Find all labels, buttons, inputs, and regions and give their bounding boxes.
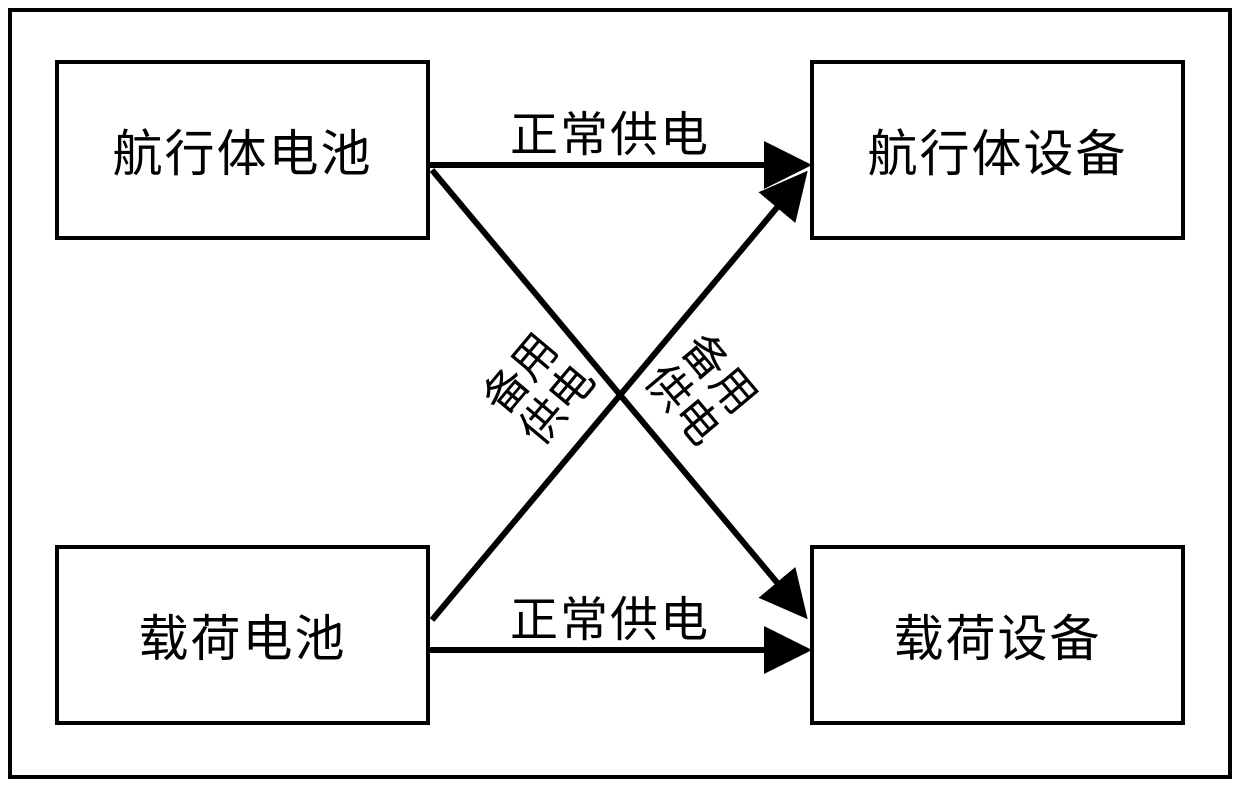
node-vehicle-equipment: 航行体设备 <box>810 60 1185 240</box>
node-vehicle-battery: 航行体电池 <box>55 60 430 240</box>
node-label: 航行体设备 <box>868 114 1128 186</box>
edge-label-bottom: 正常供电 <box>510 580 710 650</box>
edge-label-top: 正常供电 <box>510 95 710 165</box>
node-payload-equipment: 载荷设备 <box>810 545 1185 725</box>
node-label: 载荷设备 <box>894 599 1102 671</box>
node-payload-battery: 载荷电池 <box>55 545 430 725</box>
node-label: 航行体电池 <box>113 114 373 186</box>
node-label: 载荷电池 <box>139 599 347 671</box>
